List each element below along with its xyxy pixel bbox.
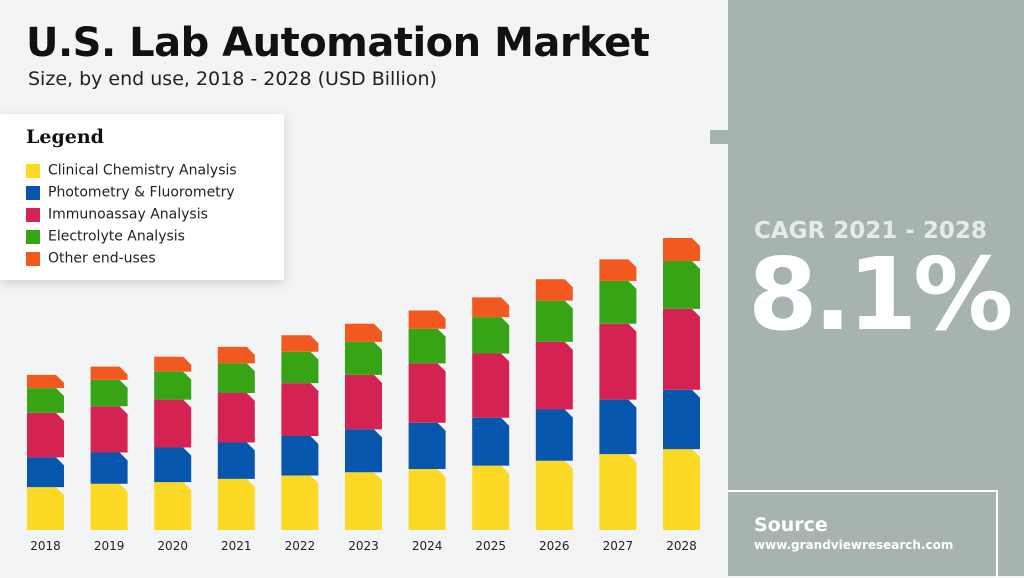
legend-item-clinical-chemistry: Clinical Chemistry Analysis bbox=[26, 160, 237, 179]
bar-segment bbox=[27, 457, 64, 488]
bar-segment bbox=[281, 335, 319, 352]
bar-segment bbox=[90, 379, 128, 407]
bar-segment bbox=[408, 468, 446, 530]
x-tick-label: 2022 bbox=[285, 539, 316, 553]
legend-item-immunoassay: Immunoassay Analysis bbox=[26, 204, 208, 223]
legend-label: Electrolyte Analysis bbox=[48, 228, 185, 245]
x-tick-label: 2027 bbox=[603, 539, 634, 553]
legend-swatch bbox=[26, 163, 40, 178]
legend-label: Photometry & Fluorometry bbox=[48, 184, 235, 201]
bar-segment bbox=[472, 297, 510, 318]
x-tick-label: 2028 bbox=[666, 539, 697, 553]
bar-segment bbox=[599, 280, 637, 324]
legend-label: Other end-uses bbox=[48, 250, 156, 267]
legend-item-other: Other end-uses bbox=[26, 248, 156, 267]
bar-segment bbox=[345, 323, 382, 342]
chart-title: U.S. Lab Automation Market bbox=[26, 20, 650, 66]
bar-segment bbox=[472, 417, 510, 466]
bar-segment bbox=[90, 452, 128, 484]
bar-segment bbox=[599, 323, 637, 400]
bar-segment bbox=[663, 449, 700, 530]
cagr-panel bbox=[728, 0, 1024, 576]
bar-segment bbox=[535, 409, 573, 461]
bar-segment bbox=[154, 356, 192, 372]
bar-segment bbox=[345, 429, 382, 473]
bar-segment bbox=[217, 363, 255, 394]
bar-segment bbox=[599, 399, 637, 455]
bar-segment bbox=[472, 353, 510, 418]
x-tick-label: 2020 bbox=[157, 539, 188, 553]
bar-segment bbox=[281, 475, 319, 530]
bar-segment bbox=[27, 388, 64, 413]
x-tick-label: 2026 bbox=[539, 539, 570, 553]
bar-segment bbox=[535, 341, 573, 410]
legend-label: Immunoassay Analysis bbox=[48, 206, 208, 223]
legend-swatch bbox=[26, 185, 40, 200]
bar-segment bbox=[27, 412, 64, 458]
legend-label: Clinical Chemistry Analysis bbox=[48, 162, 237, 179]
bar-segment bbox=[217, 346, 255, 364]
cagr-label: CAGR 2021 - 2028 bbox=[754, 218, 987, 244]
bar-segment bbox=[154, 482, 192, 530]
legend-swatch bbox=[26, 207, 40, 222]
bar-segment bbox=[408, 310, 446, 329]
bar-segment bbox=[345, 341, 382, 375]
bar-segment bbox=[27, 487, 64, 530]
bar-segment bbox=[535, 300, 573, 342]
bar-segment bbox=[408, 328, 446, 364]
panel-tab-decoration bbox=[710, 130, 728, 144]
bar-segment bbox=[472, 465, 510, 530]
bar-segment bbox=[663, 389, 700, 450]
bar-segment bbox=[27, 374, 64, 389]
x-tick-label: 2025 bbox=[475, 539, 506, 553]
bar-segment bbox=[472, 317, 510, 354]
bar-segment bbox=[154, 447, 192, 483]
bar-segment bbox=[345, 472, 382, 530]
cagr-value: 8.1% bbox=[748, 236, 1013, 353]
bar-segment bbox=[90, 366, 128, 380]
bar-segment bbox=[217, 442, 255, 479]
bar-segment bbox=[281, 383, 319, 436]
bar-segment bbox=[345, 374, 382, 430]
x-tick-label: 2024 bbox=[412, 539, 443, 553]
bar-segment bbox=[663, 237, 700, 262]
stacked-bar-chart: 2018 2019 2020 2021 2022 2023 2024 2025 2026 2027… bbox=[27, 237, 700, 553]
legend-item-electrolyte: Electrolyte Analysis bbox=[26, 226, 185, 245]
x-tick-label: 2021 bbox=[221, 539, 252, 553]
chart-subtitle: Size, by end use, 2018 - 2028 (USD Billi… bbox=[28, 68, 437, 90]
bar-segment bbox=[154, 371, 192, 400]
bar-segment bbox=[154, 399, 192, 448]
legend-swatch bbox=[26, 229, 40, 244]
x-tick-label: 2019 bbox=[94, 539, 125, 553]
bar-segment bbox=[217, 478, 255, 530]
bar-segment bbox=[663, 261, 700, 309]
x-tick-label: 2023 bbox=[348, 539, 379, 553]
source-url: www.grandviewresearch.com bbox=[754, 538, 954, 552]
bar-segment bbox=[90, 406, 128, 453]
bar-segment bbox=[535, 279, 573, 301]
x-tick-label: 2018 bbox=[30, 539, 61, 553]
source-title: Source bbox=[754, 514, 828, 536]
bar-segment bbox=[535, 460, 573, 530]
bar-segment bbox=[663, 308, 700, 390]
legend: Legend Clinical Chemistry Analysis Photo… bbox=[0, 114, 284, 280]
bar-segment bbox=[599, 454, 637, 530]
bar-segment bbox=[408, 422, 446, 469]
legend-item-photometry: Photometry & Fluorometry bbox=[26, 182, 235, 201]
bar-segment bbox=[281, 351, 319, 384]
legend-title: Legend bbox=[26, 126, 104, 148]
bar-segment bbox=[599, 259, 637, 281]
bar-segment bbox=[281, 435, 319, 476]
source-box bbox=[728, 490, 998, 578]
bar-segment bbox=[90, 483, 128, 530]
bar-segment bbox=[408, 363, 446, 423]
bar-segment bbox=[217, 393, 255, 443]
legend-swatch bbox=[26, 251, 40, 266]
